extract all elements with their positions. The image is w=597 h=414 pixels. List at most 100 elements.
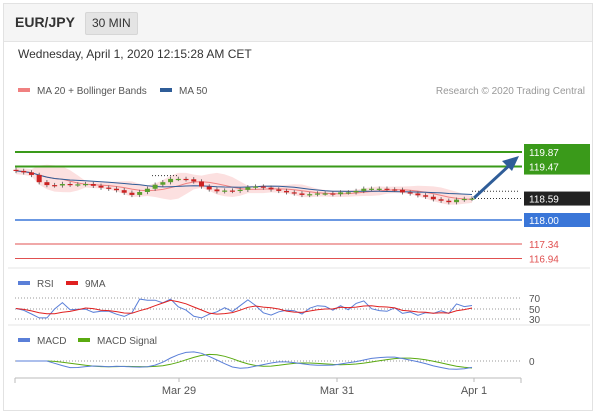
- candle-body: [121, 190, 127, 193]
- candle-body: [28, 172, 34, 175]
- candle-body: [461, 198, 467, 201]
- rsi-legend-label: RSI: [37, 279, 54, 290]
- timeframe-button[interactable]: 30 MIN: [85, 12, 138, 35]
- candle-body: [13, 169, 19, 172]
- candle-body: [206, 186, 212, 190]
- forecast-arrowhead: [502, 156, 519, 171]
- candle-body: [253, 186, 259, 188]
- candle-body: [83, 184, 89, 186]
- candle-body: [399, 189, 405, 193]
- timestamp: Wednesday, April 1, 2020 12:15:28 AM CET: [18, 47, 252, 61]
- candle-body: [291, 192, 297, 194]
- candle-body: [137, 192, 143, 195]
- candle-body: [222, 190, 228, 192]
- candle-body: [361, 188, 367, 191]
- candle-body: [191, 179, 197, 182]
- macd-tick-label: 0: [529, 357, 535, 368]
- candle-body: [330, 193, 336, 195]
- candle-body: [307, 194, 313, 196]
- candle-body: [314, 193, 320, 195]
- candle-body: [345, 192, 351, 194]
- price-label: 119.47: [529, 163, 559, 174]
- candle-body: [175, 178, 181, 181]
- title-bar: EUR/JPY 30 MIN: [4, 4, 592, 42]
- legend-swatch: [160, 88, 172, 92]
- candle-body: [44, 182, 50, 186]
- candle-body: [423, 195, 429, 197]
- candle-body: [21, 170, 27, 173]
- macd-legend-swatch: [18, 338, 30, 342]
- candle-body: [376, 188, 382, 190]
- candle-body: [353, 190, 359, 193]
- candle-body: [284, 190, 290, 193]
- legend-label: MA 50: [179, 86, 208, 97]
- chart-widget: EUR/JPY 30 MIN Wednesday, April 1, 2020 …: [3, 3, 593, 411]
- candle-body: [392, 189, 398, 191]
- candle-body: [90, 184, 96, 186]
- candle-body: [369, 188, 375, 190]
- candle-body: [75, 184, 81, 186]
- candle-body: [338, 192, 344, 195]
- currency-pair: EUR/JPY: [15, 14, 75, 30]
- rsi-legend-swatch: [18, 281, 30, 285]
- ma50-line: [15, 170, 473, 195]
- price-label-box: [524, 144, 590, 175]
- macd-line: [16, 351, 473, 370]
- candle-body: [144, 188, 150, 192]
- macd-legend-label: MACD Signal: [97, 336, 157, 347]
- candle-body: [446, 200, 452, 203]
- candle-body: [260, 186, 266, 188]
- macd-legend-label: MACD: [37, 336, 66, 347]
- price-label: 118.00: [529, 216, 559, 227]
- candle-body: [160, 182, 166, 185]
- candle-body: [214, 189, 220, 192]
- price-label: 116.94: [529, 255, 559, 266]
- candle-body: [183, 178, 189, 181]
- legend-label: MA 20 + Bollinger Bands: [37, 86, 147, 97]
- candle-body: [384, 188, 390, 190]
- candle-body: [322, 193, 328, 195]
- x-tick-label: Mar 31: [320, 385, 354, 397]
- candle-body: [454, 199, 460, 203]
- candle-body: [67, 184, 73, 186]
- candle-body: [299, 193, 305, 195]
- legend-swatch: [18, 88, 30, 92]
- candle-body: [59, 184, 65, 186]
- rsi-ma-line: [15, 299, 473, 315]
- candle-body: [469, 198, 475, 200]
- candle-body: [430, 196, 436, 200]
- forecast-arrow: [472, 161, 514, 200]
- candle-body: [407, 192, 413, 194]
- price-label: 119.87: [529, 148, 559, 159]
- candle-body: [276, 189, 282, 191]
- candle-body: [129, 192, 135, 195]
- candle-body: [438, 199, 444, 201]
- candle-body: [198, 181, 204, 187]
- rsi-tick-label: 30: [529, 315, 541, 326]
- price-label-box: [524, 191, 590, 206]
- candle-body: [106, 187, 112, 189]
- candle-body: [237, 189, 243, 192]
- candle-body: [113, 188, 119, 191]
- candle-body: [268, 187, 274, 190]
- price-label: 118.59: [529, 195, 559, 206]
- rsi-legend-swatch: [66, 281, 78, 285]
- price-label-box: [524, 213, 590, 227]
- candle-body: [52, 185, 58, 187]
- x-tick-label: Mar 29: [162, 385, 196, 397]
- rsi-legend-label: 9MA: [85, 279, 106, 290]
- candle-body: [98, 185, 104, 188]
- candle-body: [415, 193, 421, 196]
- candle-body: [36, 174, 42, 183]
- rsi-tick-label: 50: [529, 305, 541, 316]
- candle-body: [152, 184, 158, 189]
- source-credit: Research © 2020 Trading Central: [436, 86, 585, 97]
- macd-legend-swatch: [78, 338, 90, 342]
- candle-body: [245, 187, 251, 190]
- rsi-tick-label: 70: [529, 294, 541, 305]
- price-label: 117.34: [529, 240, 559, 251]
- candle-body: [168, 178, 174, 183]
- x-tick-label: Apr 1: [461, 385, 487, 397]
- candle-body: [229, 190, 235, 192]
